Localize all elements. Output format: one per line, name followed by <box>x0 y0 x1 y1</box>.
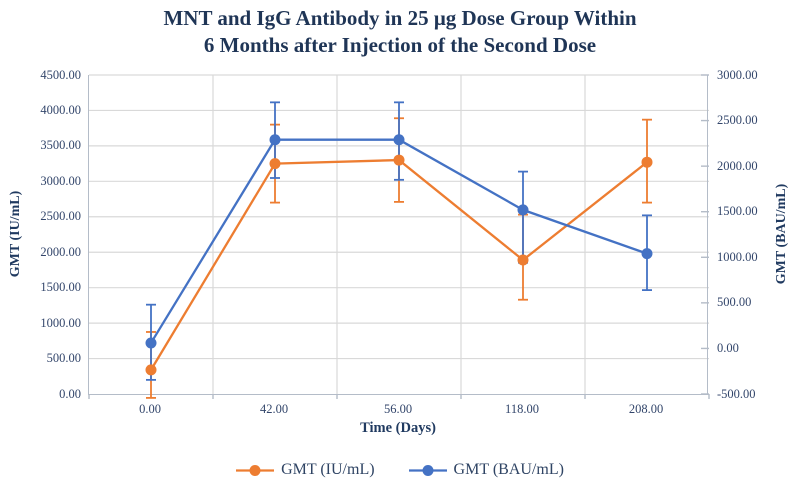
left-axis-tick-label: 4500.00 <box>40 67 81 82</box>
legend: GMT (IU/mL) GMT (BAU/mL) <box>0 461 800 479</box>
plot-canvas <box>88 74 710 399</box>
chart-title-line2: 6 Months after Injection of the Second D… <box>203 33 597 57</box>
right-axis-tick-label: 2500.00 <box>717 113 758 128</box>
right-axis-tick-label: 0.00 <box>717 340 739 355</box>
legend-marker-blue-icon <box>408 464 447 476</box>
plot-area <box>88 74 710 399</box>
right-axis-tick-label: 1000.00 <box>717 249 758 264</box>
left-axis-tick-label: 1000.00 <box>40 315 81 330</box>
chart-title-line1: MNT and IgG Antibody in 25 μg Dose Group… <box>163 6 637 30</box>
x-axis-tick-label: 56.00 <box>383 402 413 416</box>
right-axis-tick-label: 2000.00 <box>717 158 758 173</box>
chart-title: MNT and IgG Antibody in 25 μg Dose Group… <box>0 5 800 59</box>
legend-item-gmt-iu: GMT (IU/mL) <box>236 461 375 479</box>
x-axis-tick-label: 42.00 <box>259 402 289 416</box>
right-axis-title: GMT (BAU/mL) <box>774 183 789 285</box>
x-axis-tick-label: 118.00 <box>505 402 539 416</box>
left-axis-tick-label: 2500.00 <box>40 209 81 224</box>
left-axis-title: GMT (IU/mL) <box>8 190 23 278</box>
right-axis-tick-label: 1500.00 <box>717 204 758 219</box>
legend-marker-orange-icon <box>236 464 275 476</box>
left-axis-tick-label: 500.00 <box>46 351 81 366</box>
right-axis-tick-label: 500.00 <box>717 295 752 310</box>
right-axis-tick-label: -500.00 <box>717 386 756 401</box>
legend-label-gmt-iu: GMT (IU/mL) <box>281 461 375 478</box>
left-axis-tick-label: 3000.00 <box>40 173 81 188</box>
left-axis-tick-label: 2000.00 <box>40 244 81 259</box>
left-axis-tick-label: 4000.00 <box>40 102 81 117</box>
left-axis-tick-label: 3500.00 <box>40 138 81 153</box>
left-axis-tick-label: 0.00 <box>59 386 81 401</box>
right-axis-line <box>707 75 708 394</box>
legend-item-gmt-bau: GMT (BAU/mL) <box>408 461 564 479</box>
left-axis-tick-label: 1500.00 <box>40 280 81 295</box>
x-axis-tick-label: 208.00 <box>628 402 664 416</box>
legend-label-gmt-bau: GMT (BAU/mL) <box>453 461 564 478</box>
x-axis-title: Time (Days) <box>360 420 436 436</box>
right-axis-tick-label: 3000.00 <box>717 67 758 82</box>
x-axis-tick-label: 0.00 <box>139 402 161 416</box>
